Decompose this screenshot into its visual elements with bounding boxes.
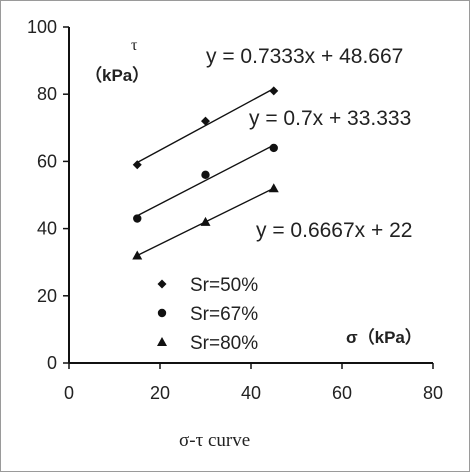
data-point-diamond: [201, 116, 210, 126]
equation-sr50: y = 0.7333x + 48.667: [206, 45, 403, 68]
legend-diamond-marker: [157, 279, 167, 289]
data-point-circle: [269, 143, 278, 153]
x-tick-label: 60: [332, 383, 352, 403]
legend: Sr=50% Sr=67% Sr=80%: [157, 275, 258, 354]
y-axis-label-unit: （kPa）: [85, 65, 149, 85]
y-tick-label: 80: [37, 84, 57, 104]
chart-labels: τ （kPa） σ（kPa） σ-τ curve y = 0.7333x + 4…: [85, 37, 422, 451]
legend-label: Sr=67%: [190, 304, 258, 325]
data-point-diamond: [132, 160, 142, 170]
trendline-circle: [136, 144, 275, 217]
data-point-triangle: [268, 183, 279, 193]
data-point-circle: [133, 214, 142, 223]
data-point-triangle: [132, 250, 143, 260]
equation-sr67: y = 0.7x + 33.333: [249, 107, 411, 130]
axes: 0 20 40 60 80 100 0 20 40 60 80: [27, 17, 443, 403]
data-point-circle: [201, 170, 210, 180]
y-tick-label: 100: [27, 17, 57, 37]
legend-triangle-marker: [157, 337, 167, 346]
x-tick-label: 20: [150, 383, 170, 403]
y-tick-label: 0: [47, 353, 57, 373]
legend-label: Sr=50%: [190, 275, 258, 296]
x-axis-label: σ（kPa）: [346, 327, 422, 347]
chart-caption: σ-τ curve: [179, 430, 250, 451]
x-tick-label: 80: [423, 383, 443, 403]
legend-label: Sr=80%: [190, 333, 258, 354]
x-tick-label: 0: [64, 383, 74, 403]
y-tick-label: 60: [37, 151, 57, 171]
y-tick-label: 40: [37, 219, 57, 239]
equation-sr80: y = 0.6667x + 22: [256, 219, 412, 242]
y-tick-label: 20: [37, 286, 57, 306]
x-tick-label: 40: [241, 383, 261, 403]
data-point-diamond: [269, 86, 279, 96]
data-points: [132, 86, 279, 260]
y-axis-label-symbol: τ: [131, 37, 138, 54]
legend-circle-marker: [157, 308, 167, 318]
data-point-triangle: [200, 216, 211, 226]
